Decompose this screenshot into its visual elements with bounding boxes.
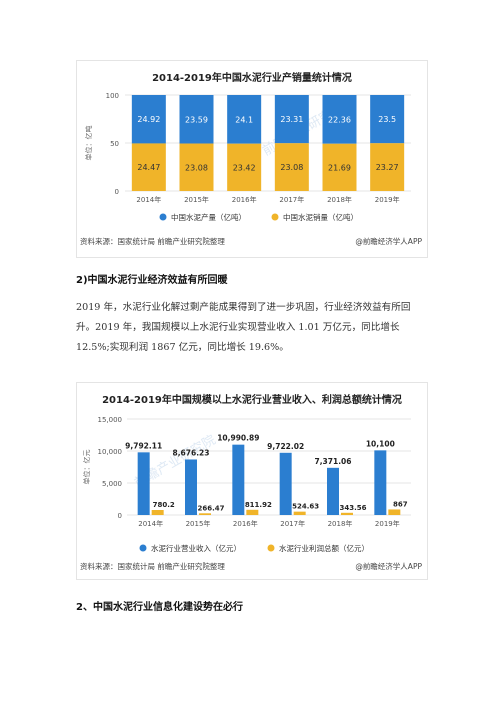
chart2-data-label-revenue: 10,990.89 — [217, 434, 259, 443]
chart1-bar-sales — [274, 143, 309, 191]
chart1-data-label-production: 24.92 — [137, 115, 160, 124]
chart1-data-label-sales: 23.27 — [376, 163, 399, 172]
chart1-data-label-sales: 23.08 — [280, 163, 303, 172]
chart2-source-app: @前瞻经济学人APP — [355, 562, 422, 571]
chart1-xtick-label: 2019年 — [375, 195, 400, 204]
chart2-bar-revenue — [232, 444, 245, 515]
chart1-source-app: @前瞻经济学人APP — [355, 237, 422, 246]
chart2-data-label-profit: 811.92 — [245, 501, 272, 509]
chart2-legend-revenue: 水泥行业营业收入（亿元） — [151, 543, 241, 553]
section3-heading: 2、中国水泥行业信息化建设势在必行 — [76, 602, 243, 613]
chart2-data-label-revenue: 9,792.11 — [125, 441, 162, 450]
chart1-data-label-production: 23.31 — [280, 115, 303, 124]
chart2-bar-profit — [341, 512, 353, 515]
chart2-data-label-profit: 867 — [393, 500, 408, 508]
chart1-legend-production: 中国水泥产量（亿吨） — [171, 212, 246, 222]
chart1-bar-sales — [370, 143, 405, 191]
chart2-ylabel: 单位：亿元 — [82, 450, 91, 485]
chart2-bar-profit — [199, 513, 211, 515]
chart2-ytick-label: 0 — [118, 512, 122, 520]
chart2-data-label-profit: 524.63 — [292, 503, 319, 511]
chart2-panel: 2014-2019年中国规模以上水泥行业营业收入、利润总额统计情况 0 5,000… — [76, 382, 428, 580]
chart1-data-label-production: 23.5 — [378, 115, 396, 124]
chart1-data-label-sales: 24.47 — [137, 163, 160, 172]
chart1-bar-sales — [322, 143, 357, 191]
chart2-ytick-label: 5,000 — [102, 480, 122, 488]
chart1-ytick-label: 50 — [110, 140, 119, 148]
chart1-bar-sales — [131, 143, 166, 191]
chart1-xtick-label: 2016年 — [232, 195, 257, 204]
section2-paragraph-text: 2019 年，水泥行业化解过剩产能成果得到了进一步巩固，行业经济效益有所回升。2… — [76, 302, 411, 353]
chart1-bar-production — [227, 95, 262, 144]
chart1-ylabel: 单位：亿吨 — [84, 126, 93, 161]
chart2-bar-revenue — [327, 467, 339, 515]
chart1-bar-sales — [179, 143, 214, 191]
chart2-bar-revenue — [279, 452, 292, 515]
chart1-xtick-label: 2017年 — [279, 195, 304, 204]
chart1-panel: 2014-2019年中国水泥行业产销量统计情况 050100单位：亿吨前瞻产业研… — [76, 60, 428, 258]
chart2-xtick-label: 2019年 — [375, 519, 400, 528]
chart1-ytick-label: 0 — [115, 188, 119, 196]
chart2-data-label-profit: 266.47 — [197, 504, 224, 512]
chart2-bar-revenue — [185, 459, 197, 515]
chart2-bar-profit — [293, 511, 306, 515]
chart2-bar-revenue — [137, 452, 150, 515]
chart1-data-label-sales: 21.69 — [328, 163, 351, 172]
chart2-ytick-label: 10,000 — [98, 448, 123, 456]
chart2-source: 资料来源：国家统计局 前瞻产业研究院整理 — [80, 562, 225, 571]
chart2-xtick-label: 2014年 — [138, 519, 163, 528]
chart2-data-label-profit: 343.56 — [339, 504, 366, 512]
chart1-data-label-sales: 23.42 — [233, 163, 256, 172]
chart2-data-label-revenue: 9,722.02 — [267, 442, 304, 451]
chart2-bar-profit — [151, 510, 164, 515]
chart2-xtick-label: 2017年 — [280, 519, 305, 528]
chart2-data-label-profit: 780.2 — [153, 501, 175, 509]
chart1-legend-swatch-sales — [271, 213, 279, 221]
chart1-bar-production — [274, 95, 309, 144]
chart1-data-label-sales: 23.08 — [185, 163, 208, 172]
chart2-legend-profit: 水泥行业利润总额（亿元） — [279, 543, 369, 553]
chart1-xtick-label: 2015年 — [184, 195, 209, 204]
chart2-ytick-label: 15,000 — [98, 416, 123, 424]
chart1-bar-production — [131, 95, 166, 144]
chart1-legend-swatch-production — [159, 213, 167, 221]
chart1-bar-production — [179, 95, 214, 144]
chart1-ytick-label: 100 — [106, 92, 119, 100]
chart2-legend-swatch-revenue — [139, 544, 147, 552]
chart1-title: 2014-2019年中国水泥行业产销量统计情况 — [152, 73, 352, 84]
chart2-xtick-label: 2018年 — [328, 519, 353, 528]
chart1-bar-production — [322, 95, 357, 144]
chart2-bar-revenue — [374, 450, 387, 515]
chart2-bar-profit — [388, 509, 401, 515]
chart2-bar-profit — [246, 509, 259, 515]
chart1-data-label-production: 22.36 — [328, 115, 351, 124]
chart1-svg: 050100单位：亿吨前瞻产业研究院24.9224.472014年23.5923… — [84, 92, 411, 222]
chart2-data-label-revenue: 8,676.23 — [172, 448, 209, 457]
chart1-xtick-label: 2018年 — [327, 195, 352, 204]
section2-heading: 2)中国水泥行业经济效益有所回暖 — [76, 275, 228, 286]
chart1-xtick-label: 2014年 — [136, 195, 161, 204]
chart2-data-label-revenue: 7,371.06 — [314, 457, 351, 466]
chart1-data-label-production: 23.59 — [185, 115, 208, 124]
chart1-data-label-production: 24.1 — [235, 115, 253, 124]
chart2-xtick-label: 2016年 — [233, 519, 258, 528]
section2-paragraph: 2019 年，水泥行业化解过剩产能成果得到了进一步巩固，行业经济效益有所回升。2… — [76, 298, 428, 358]
chart1-bar-production — [370, 95, 405, 144]
chart1-bar-sales — [227, 143, 262, 191]
chart1-legend-sales: 中国水泥销量（亿吨） — [283, 212, 358, 222]
chart2-legend-swatch-profit — [267, 544, 275, 552]
chart2-title: 2014-2019年中国规模以上水泥行业营业收入、利润总额统计情况 — [102, 395, 402, 406]
chart2-xtick-label: 2015年 — [186, 519, 211, 528]
chart1-source: 资料来源：国家统计局 前瞻产业研究院整理 — [80, 237, 225, 246]
chart2-data-label-revenue: 10,100 — [366, 439, 395, 448]
